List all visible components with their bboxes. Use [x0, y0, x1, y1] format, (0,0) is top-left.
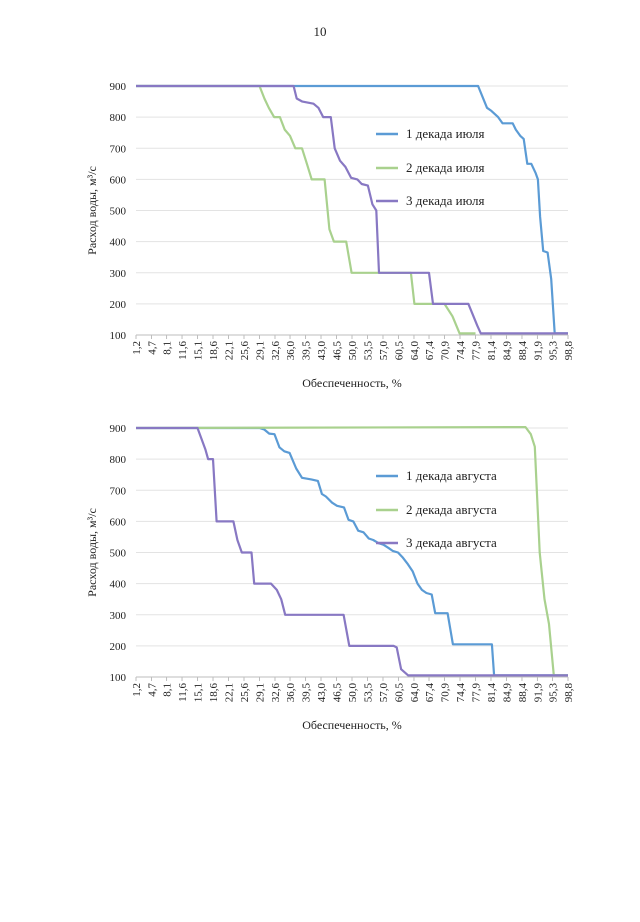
- x-tick-label: 18,6: [208, 341, 220, 361]
- series-line-1: [136, 426, 568, 677]
- x-tick-label: 29,1: [254, 341, 266, 360]
- x-tick-label: 18,6: [208, 683, 220, 703]
- y-tick-label: 900: [110, 81, 127, 93]
- x-tick-label: 50,0: [347, 683, 359, 703]
- y-tick-label: 700: [110, 143, 127, 155]
- y-tick-label: 200: [110, 641, 127, 653]
- x-tick-label: 57,0: [378, 341, 390, 361]
- chart-july-discharge: 100 200 300 400 500 600 700 800 900 1,2 4,7 8,1 11,6…: [85, 81, 575, 390]
- y-tick-label: 900: [110, 423, 127, 435]
- x-tick-label: 29,1: [254, 683, 266, 702]
- legend-label: 1 декада июля: [406, 126, 484, 141]
- y-tick-label: 100: [110, 330, 127, 342]
- x-tick-label: 36,0: [285, 683, 297, 703]
- x-tick-label: 39,5: [301, 683, 313, 703]
- x-tick-label: 60,5: [393, 683, 405, 703]
- x-tick-label: 46,5: [332, 683, 344, 703]
- x-tick-label: 57,0: [378, 683, 390, 703]
- y-tick-label: 100: [110, 672, 127, 684]
- chart-august-discharge: 100 200 300 400 500 600 700 800 900 1,2 4,7 8,1 11,6…: [85, 423, 575, 732]
- x-tick-label: 98,8: [563, 341, 575, 361]
- x-tick-label: 67,4: [424, 341, 436, 361]
- x-tick-label: 4,7: [146, 683, 158, 697]
- x-axis-title: Обеспеченность, %: [302, 718, 402, 732]
- legend-label: 3 декада августа: [406, 535, 497, 550]
- y-tick-label: 600: [110, 174, 127, 186]
- x-tick-label: 36,0: [285, 341, 297, 361]
- x-tick-label: 32,6: [270, 683, 282, 703]
- y-tick-label: 700: [110, 485, 127, 497]
- series-line-3: [136, 84, 568, 335]
- x-tick-label: 95,3: [548, 341, 560, 361]
- series-line-2: [135, 426, 568, 677]
- x-tick-label: 8,1: [162, 683, 174, 697]
- y-tick-label: 500: [110, 548, 127, 560]
- x-tick-label: 32,6: [270, 341, 282, 361]
- x-tick-label: 43,0: [316, 683, 328, 703]
- x-tick-label: 74,4: [455, 341, 467, 361]
- x-axis-title: Обеспеченность, %: [302, 376, 402, 390]
- x-tick-label: 11,6: [177, 341, 189, 360]
- page-number: 10: [313, 24, 327, 39]
- y-tick-label: 600: [110, 516, 127, 528]
- x-tick-label: 67,4: [424, 683, 436, 703]
- x-tick-label: 91,9: [532, 683, 544, 703]
- x-tick-label: 70,9: [440, 341, 452, 361]
- x-tick-label: 1,2: [131, 683, 143, 697]
- legend-label: 2 декада августа: [406, 502, 497, 517]
- y-tick-label: 200: [110, 299, 127, 311]
- x-tick-label: 81,4: [486, 683, 498, 703]
- x-tick-label: 4,7: [146, 341, 158, 355]
- x-tick-label: 8,1: [162, 341, 174, 355]
- legend-label: 1 декада августа: [406, 468, 497, 483]
- x-tick-label: 64,0: [409, 683, 421, 703]
- x-tick-label: 53,5: [362, 683, 374, 703]
- x-tick-label: 11,6: [177, 683, 189, 702]
- x-tick-label: 84,9: [501, 683, 513, 703]
- x-tick-label: 88,4: [517, 683, 529, 703]
- legend-label: 2 декада июля: [406, 160, 484, 175]
- x-tick-label: 39,5: [301, 341, 313, 361]
- x-tick-label: 22,1: [224, 683, 236, 702]
- x-tick-label: 25,6: [239, 341, 251, 361]
- y-axis-title: Расход воды, м³/с: [85, 508, 99, 597]
- x-tick-label: 88,4: [517, 341, 529, 361]
- x-tick-label: 95,3: [548, 683, 560, 703]
- legend-label: 3 декада июля: [406, 193, 484, 208]
- x-tick-label: 50,0: [347, 341, 359, 361]
- y-tick-label: 800: [110, 112, 127, 124]
- x-tick-label: 60,5: [393, 341, 405, 361]
- y-axis-title: Расход воды, м³/с: [85, 166, 99, 255]
- x-tick-label: 25,6: [239, 683, 251, 703]
- series-line-2: [136, 84, 476, 335]
- x-tick-label: 84,9: [501, 341, 513, 361]
- x-tick-label: 43,0: [316, 341, 328, 361]
- y-tick-label: 500: [110, 206, 127, 218]
- x-tick-label: 70,9: [440, 683, 452, 703]
- x-tick-label: 53,5: [362, 341, 374, 361]
- x-tick-label: 98,8: [563, 683, 575, 703]
- x-tick-label: 15,1: [193, 683, 205, 702]
- x-tick-label: 1,2: [131, 341, 143, 355]
- series-line-1: [136, 84, 568, 335]
- x-tick-label: 15,1: [193, 341, 205, 360]
- x-tick-label: 46,5: [332, 341, 344, 361]
- x-tick-label: 77,9: [470, 683, 482, 703]
- y-tick-label: 300: [110, 610, 127, 622]
- y-tick-label: 400: [110, 579, 127, 591]
- x-tick-label: 74,4: [455, 683, 467, 703]
- y-tick-label: 800: [110, 454, 127, 466]
- y-tick-label: 400: [110, 237, 127, 249]
- x-tick-label: 64,0: [409, 341, 421, 361]
- y-tick-label: 300: [110, 268, 127, 280]
- x-tick-label: 81,4: [486, 341, 498, 361]
- x-tick-label: 22,1: [224, 341, 236, 360]
- series-line-3: [136, 426, 568, 677]
- x-tick-label: 77,9: [470, 341, 482, 361]
- x-tick-label: 91,9: [532, 341, 544, 361]
